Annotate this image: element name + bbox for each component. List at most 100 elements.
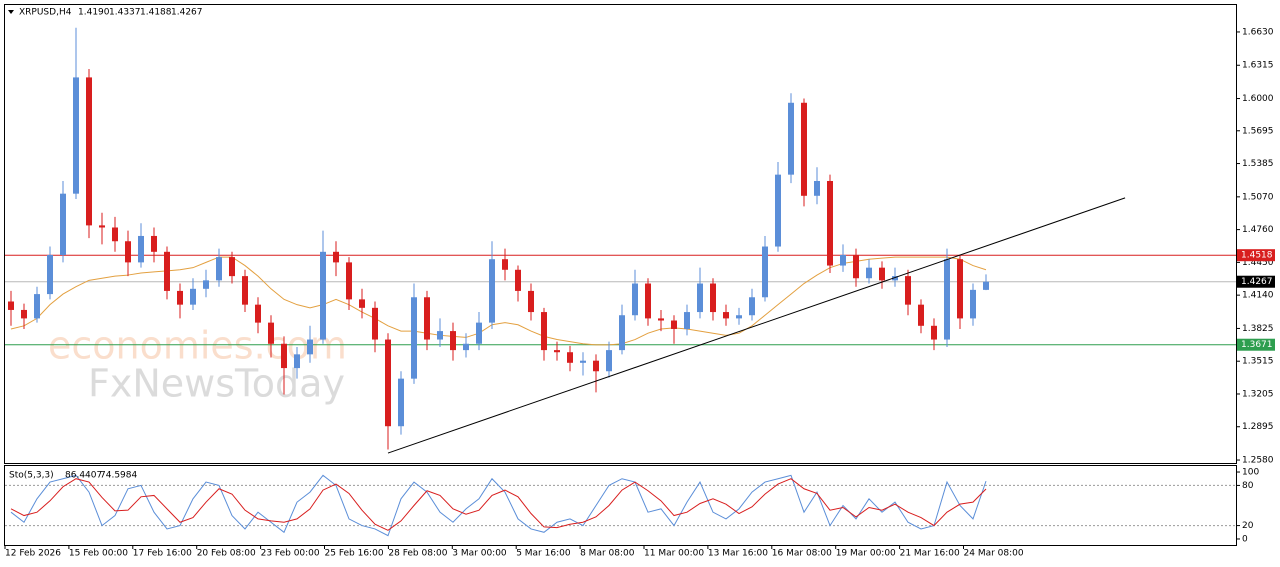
- candle-body: [827, 180, 833, 266]
- y-tick-label: 1.4450: [1242, 258, 1274, 268]
- y-tick-label: 100: [1242, 468, 1259, 478]
- candle-body: [918, 304, 924, 326]
- candle-body: [372, 307, 378, 340]
- candle-body: [931, 325, 937, 340]
- candle-body: [866, 267, 872, 279]
- candle-body: [190, 288, 196, 305]
- x-tick-label: 21 Mar 16:00: [900, 549, 960, 559]
- candle-body: [320, 251, 326, 340]
- moving-average: [10, 256, 987, 346]
- symbol: XRPUSD,H4: [19, 8, 72, 18]
- indicator-panel: [4, 465, 1237, 546]
- y-tick-label: 1.6630: [1242, 27, 1274, 37]
- candle-body: [645, 283, 651, 319]
- candle-body: [723, 312, 729, 319]
- y-tick-label: 1.2580: [1242, 456, 1274, 466]
- candle-body: [8, 301, 14, 310]
- header-price: 1.4188: [140, 8, 172, 18]
- menu-arrow[interactable]: [8, 10, 14, 14]
- candle-body: [840, 254, 846, 266]
- candle-body: [47, 254, 53, 295]
- indicator-value: 74.5984: [100, 471, 137, 481]
- candle-body: [86, 77, 92, 226]
- y-tick-label: 1.3515: [1242, 357, 1274, 367]
- candle-body: [125, 241, 131, 263]
- y-tick-label: 1.5070: [1242, 192, 1274, 202]
- watermark: FxNewsToday: [88, 362, 345, 406]
- candle-body: [684, 312, 690, 329]
- candle-body: [307, 339, 313, 355]
- candle-body: [411, 297, 417, 379]
- x-tick-label: 23 Feb 00:00: [261, 549, 320, 559]
- candle-body: [398, 378, 404, 427]
- x-tick-label: 28 Feb 08:00: [388, 549, 447, 559]
- x-tick-label: 19 Mar 00:00: [836, 549, 896, 559]
- x-tick-label: 20 Feb 08:00: [197, 549, 256, 559]
- candle-body: [606, 350, 612, 372]
- x-tick-label: 3 Mar 00:00: [452, 549, 507, 559]
- y-tick-label: 1.6315: [1242, 61, 1274, 71]
- candle-body: [112, 227, 118, 242]
- candle-body: [619, 315, 625, 351]
- x-tick-label: 24 Mar 08:00: [964, 549, 1024, 559]
- y-tick-label: 80: [1242, 481, 1254, 491]
- candle-body: [554, 350, 560, 353]
- candle-body: [983, 281, 989, 290]
- y-tick-label: 1.6000: [1242, 94, 1274, 104]
- candle-body: [424, 297, 430, 340]
- candle-body: [164, 251, 170, 291]
- candle-body: [957, 259, 963, 319]
- candle-body: [892, 276, 898, 281]
- x-tick-label: 8 Mar 08:00: [580, 549, 635, 559]
- y-tick-label: 1.3205: [1242, 389, 1274, 399]
- candle-body: [99, 225, 105, 228]
- candle-body: [229, 257, 235, 277]
- candle-body: [762, 246, 768, 298]
- candle-body: [593, 360, 599, 372]
- candle-body: [203, 280, 209, 289]
- candle-body: [463, 343, 469, 351]
- x-tick-label: 11 Mar 00:00: [644, 549, 704, 559]
- x-tick-label: 17 Feb 16:00: [133, 549, 192, 559]
- candle-body: [333, 251, 339, 263]
- candle-body: [216, 257, 222, 281]
- level-label: 1.4267: [1241, 277, 1273, 287]
- candle-body: [268, 322, 274, 344]
- y-tick-label: 20: [1242, 521, 1254, 531]
- y-tick-label: 1.5385: [1242, 159, 1274, 169]
- y-tick-label: 1.3825: [1242, 324, 1274, 334]
- candle-body: [437, 331, 443, 340]
- candle-body: [736, 315, 742, 319]
- candle-body: [658, 318, 664, 321]
- indicator-name: Sto(5,3,3): [9, 471, 54, 481]
- y-tick-label: 1.2895: [1242, 422, 1274, 432]
- candle-body: [242, 276, 248, 305]
- x-tick-label: 13 Mar 16:00: [708, 549, 768, 559]
- candle-body: [151, 235, 157, 252]
- main-panel: [4, 4, 1237, 464]
- candle-body: [970, 289, 976, 319]
- candle-body: [528, 290, 534, 313]
- candle-body: [541, 312, 547, 351]
- candle-body: [34, 294, 40, 319]
- candle-body: [697, 283, 703, 313]
- candle-body: [749, 297, 755, 316]
- candle-body: [21, 309, 27, 319]
- candle-body: [788, 102, 794, 175]
- header-price: 1.4190: [78, 8, 110, 18]
- candle-body: [632, 283, 638, 316]
- candle-body: [710, 283, 716, 313]
- level-label: 1.4518: [1241, 251, 1273, 261]
- stochastic-line: [10, 478, 987, 531]
- candle-body: [814, 180, 820, 196]
- candle-body: [671, 320, 677, 329]
- x-tick-label: 16 Mar 08:00: [772, 549, 832, 559]
- candle-body: [502, 259, 508, 270]
- y-tick-label: 1.5695: [1242, 126, 1274, 136]
- level-label-box: [1237, 249, 1275, 262]
- candle-body: [801, 102, 807, 196]
- y-tick-label: 1.4140: [1242, 291, 1274, 301]
- candle-body: [515, 269, 521, 291]
- candle-body: [177, 290, 183, 305]
